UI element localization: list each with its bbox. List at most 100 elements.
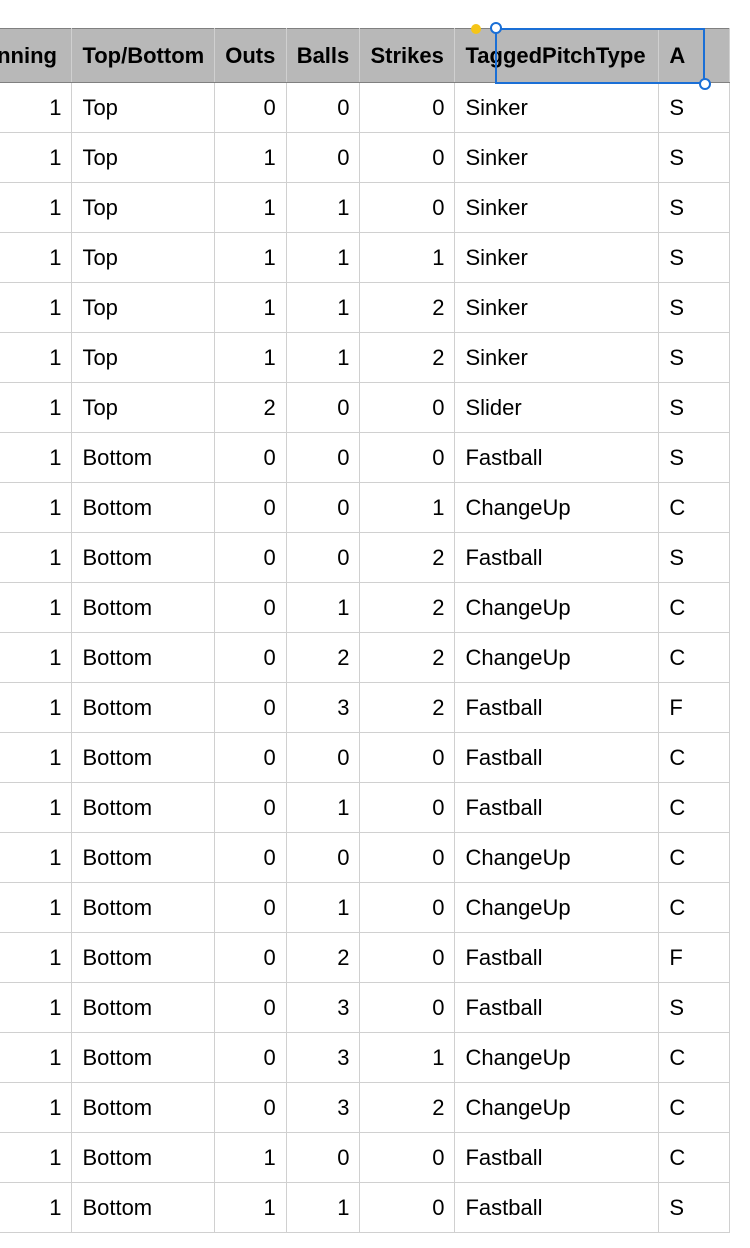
cell-inning[interactable]: 1	[0, 233, 72, 283]
cell-inning[interactable]: 1	[0, 1183, 72, 1233]
cell-outs[interactable]: 0	[215, 1033, 286, 1083]
cell-balls[interactable]: 1	[286, 283, 360, 333]
spreadsheet-table[interactable]: Inning Top/Bottom Outs Balls Strikes Tag…	[0, 28, 730, 1233]
cell-outs[interactable]: 1	[215, 133, 286, 183]
cell-next[interactable]: C	[659, 1033, 730, 1083]
cell-pitch[interactable]: Fastball	[455, 733, 659, 783]
cell-inning[interactable]: 1	[0, 433, 72, 483]
cell-pitch[interactable]: Sinker	[455, 333, 659, 383]
cell-strikes[interactable]: 1	[360, 233, 455, 283]
cell-balls[interactable]: 3	[286, 683, 360, 733]
cell-tb[interactable]: Bottom	[72, 433, 215, 483]
cell-balls[interactable]: 0	[286, 433, 360, 483]
cell-strikes[interactable]: 2	[360, 283, 455, 333]
cell-inning[interactable]: 1	[0, 583, 72, 633]
cell-outs[interactable]: 2	[215, 383, 286, 433]
cell-next[interactable]: C	[659, 833, 730, 883]
cell-strikes[interactable]: 0	[360, 883, 455, 933]
col-header-inning[interactable]: Inning	[0, 29, 72, 83]
cell-pitch[interactable]: Slider	[455, 383, 659, 433]
cell-balls[interactable]: 1	[286, 233, 360, 283]
cell-inning[interactable]: 1	[0, 383, 72, 433]
cell-pitch[interactable]: ChangeUp	[455, 483, 659, 533]
cell-next[interactable]: S	[659, 83, 730, 133]
cell-balls[interactable]: 0	[286, 383, 360, 433]
cell-tb[interactable]: Bottom	[72, 683, 215, 733]
cell-outs[interactable]: 1	[215, 183, 286, 233]
cell-pitch[interactable]: Sinker	[455, 283, 659, 333]
cell-tb[interactable]: Bottom	[72, 483, 215, 533]
cell-next[interactable]: S	[659, 233, 730, 283]
cell-strikes[interactable]: 0	[360, 933, 455, 983]
cell-balls[interactable]: 0	[286, 83, 360, 133]
cell-tb[interactable]: Top	[72, 133, 215, 183]
cell-tb[interactable]: Top	[72, 83, 215, 133]
cell-strikes[interactable]: 2	[360, 633, 455, 683]
cell-inning[interactable]: 1	[0, 1083, 72, 1133]
cell-strikes[interactable]: 2	[360, 583, 455, 633]
cell-tb[interactable]: Bottom	[72, 633, 215, 683]
cell-strikes[interactable]: 0	[360, 183, 455, 233]
cell-pitch[interactable]: ChangeUp	[455, 583, 659, 633]
cell-next[interactable]: C	[659, 1083, 730, 1133]
cell-next[interactable]: S	[659, 283, 730, 333]
cell-inning[interactable]: 1	[0, 333, 72, 383]
cell-tb[interactable]: Bottom	[72, 833, 215, 883]
cell-balls[interactable]: 0	[286, 733, 360, 783]
cell-next[interactable]: C	[659, 733, 730, 783]
cell-outs[interactable]: 0	[215, 983, 286, 1033]
cell-inning[interactable]: 1	[0, 883, 72, 933]
cell-inning[interactable]: 1	[0, 133, 72, 183]
cell-inning[interactable]: 1	[0, 833, 72, 883]
cell-strikes[interactable]: 1	[360, 1033, 455, 1083]
col-header-strikes[interactable]: Strikes	[360, 29, 455, 83]
cell-balls[interactable]: 1	[286, 183, 360, 233]
cell-outs[interactable]: 1	[215, 1183, 286, 1233]
cell-pitch[interactable]: Sinker	[455, 183, 659, 233]
cell-outs[interactable]: 0	[215, 583, 286, 633]
cell-balls[interactable]: 1	[286, 783, 360, 833]
cell-pitch[interactable]: Sinker	[455, 83, 659, 133]
cell-pitch[interactable]: ChangeUp	[455, 883, 659, 933]
cell-tb[interactable]: Top	[72, 283, 215, 333]
cell-inning[interactable]: 1	[0, 283, 72, 333]
cell-pitch[interactable]: Fastball	[455, 533, 659, 583]
cell-strikes[interactable]: 0	[360, 1183, 455, 1233]
cell-inning[interactable]: 1	[0, 983, 72, 1033]
cell-next[interactable]: S	[659, 533, 730, 583]
cell-outs[interactable]: 0	[215, 433, 286, 483]
cell-outs[interactable]: 1	[215, 283, 286, 333]
cell-next[interactable]: F	[659, 933, 730, 983]
cell-strikes[interactable]: 2	[360, 683, 455, 733]
cell-tb[interactable]: Bottom	[72, 933, 215, 983]
cell-outs[interactable]: 0	[215, 783, 286, 833]
cell-next[interactable]: F	[659, 683, 730, 733]
cell-inning[interactable]: 1	[0, 1133, 72, 1183]
cell-tb[interactable]: Top	[72, 333, 215, 383]
cell-balls[interactable]: 3	[286, 983, 360, 1033]
cell-next[interactable]: S	[659, 183, 730, 233]
cell-next[interactable]: C	[659, 583, 730, 633]
cell-next[interactable]: C	[659, 633, 730, 683]
cell-next[interactable]: S	[659, 433, 730, 483]
cell-balls[interactable]: 0	[286, 1133, 360, 1183]
cell-tb[interactable]: Bottom	[72, 1133, 215, 1183]
cell-outs[interactable]: 0	[215, 633, 286, 683]
cell-balls[interactable]: 0	[286, 133, 360, 183]
cell-balls[interactable]: 2	[286, 633, 360, 683]
cell-outs[interactable]: 1	[215, 233, 286, 283]
col-header-outs[interactable]: Outs	[215, 29, 286, 83]
cell-inning[interactable]: 1	[0, 1033, 72, 1083]
cell-tb[interactable]: Bottom	[72, 783, 215, 833]
cell-inning[interactable]: 1	[0, 683, 72, 733]
cell-balls[interactable]: 1	[286, 1183, 360, 1233]
col-header-next[interactable]: A	[659, 29, 730, 83]
cell-pitch[interactable]: Sinker	[455, 233, 659, 283]
cell-tb[interactable]: Bottom	[72, 1083, 215, 1133]
cell-strikes[interactable]: 0	[360, 83, 455, 133]
cell-pitch[interactable]: Fastball	[455, 933, 659, 983]
cell-strikes[interactable]: 0	[360, 783, 455, 833]
cell-next[interactable]: S	[659, 1183, 730, 1233]
cell-inning[interactable]: 1	[0, 633, 72, 683]
cell-strikes[interactable]: 0	[360, 133, 455, 183]
